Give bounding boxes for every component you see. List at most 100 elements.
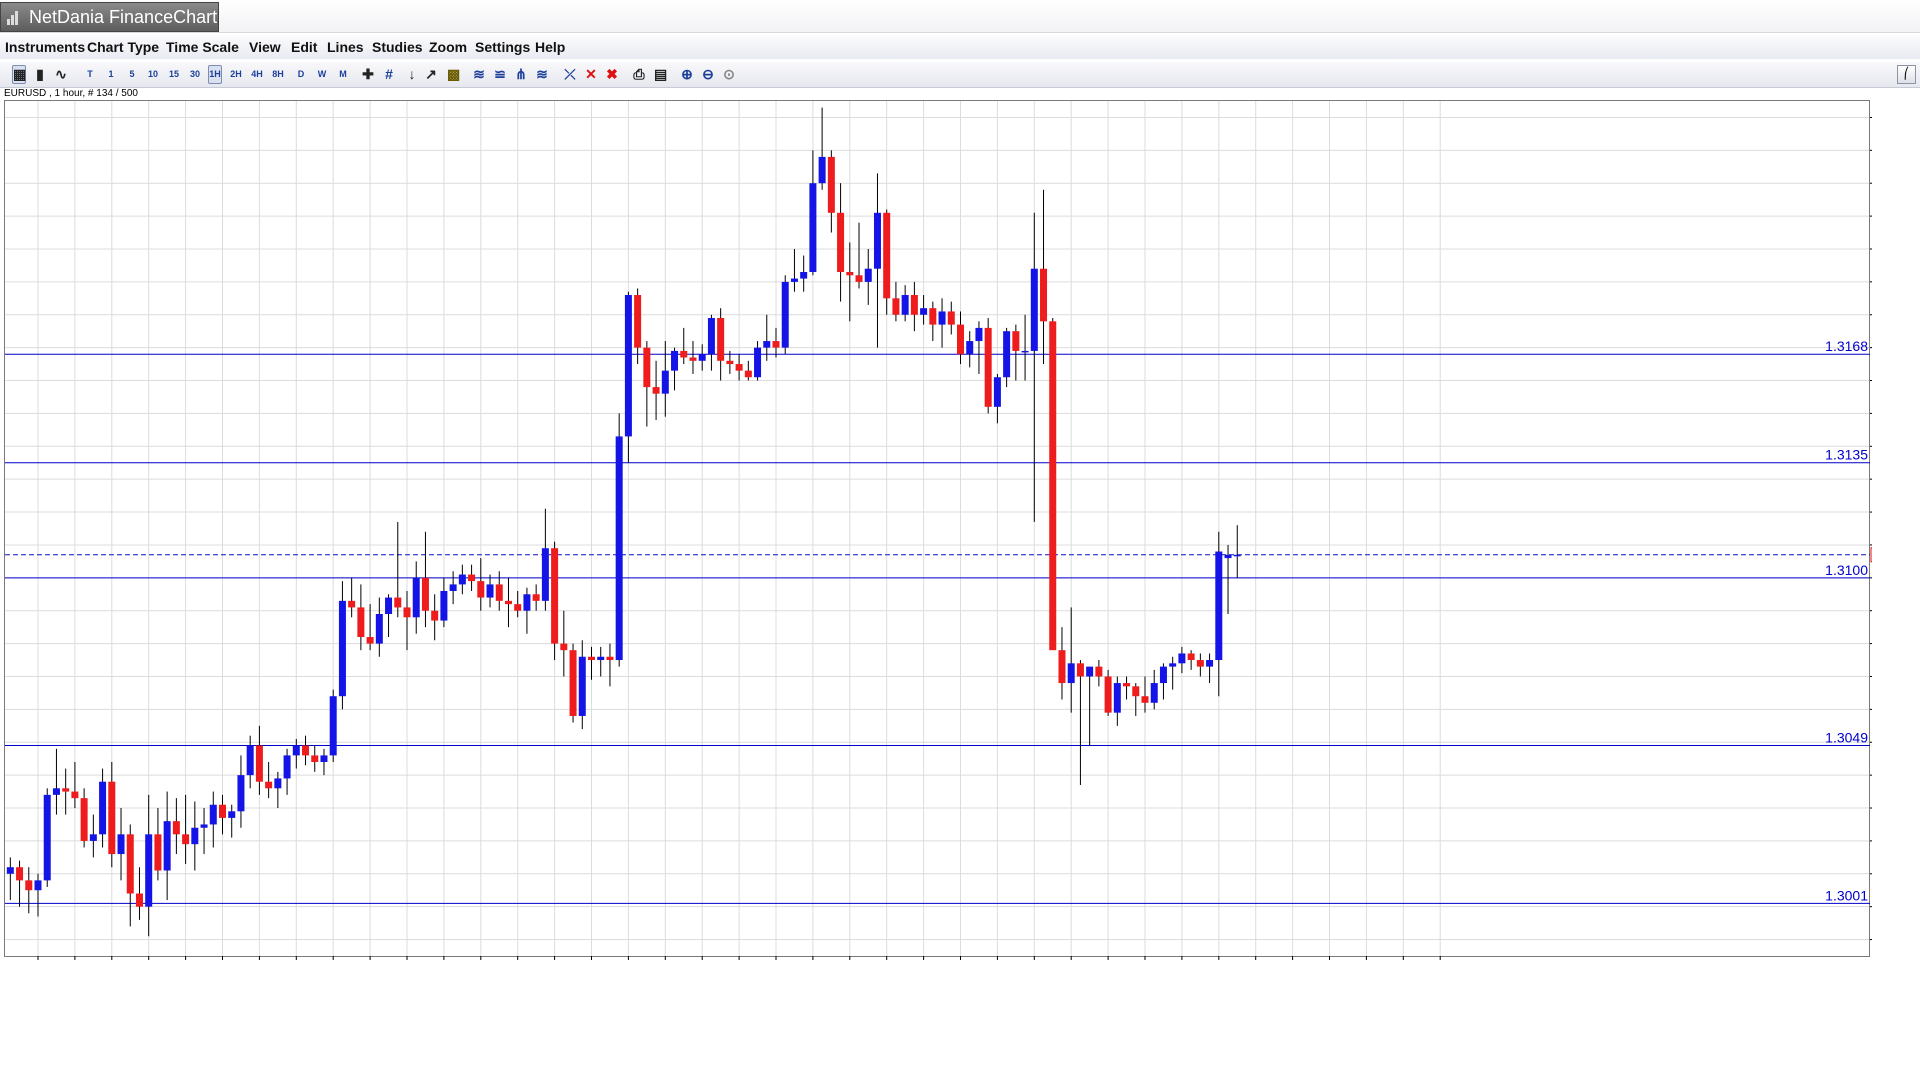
trend-line-icon[interactable]: ↗ <box>425 66 437 82</box>
zoom-in-icon[interactable]: ⊕ <box>681 66 693 82</box>
timeframe-t-button[interactable]: T <box>87 69 93 79</box>
menu-instruments[interactable]: Instruments <box>5 39 86 55</box>
candle-body-down <box>772 341 780 348</box>
candle-body-down <box>182 834 190 845</box>
bar-chart-type-icon[interactable]: ▦ <box>12 65 27 84</box>
candle-body-up <box>200 824 208 828</box>
candle-body-down <box>735 364 743 371</box>
candle-body-down <box>468 574 476 582</box>
bar-chart-logo-icon <box>7 11 21 25</box>
candle-body-down <box>680 350 688 358</box>
candle-body-up <box>920 308 928 315</box>
print-preview-icon[interactable]: ▤ <box>654 66 668 82</box>
zoom-reset-icon[interactable]: ⊙ <box>723 66 735 82</box>
timeframe-10-button[interactable]: 10 <box>147 69 158 79</box>
candle-body-down <box>495 584 503 601</box>
candle-body-up <box>754 347 762 378</box>
candle-body-down <box>1040 268 1048 322</box>
candle-body-down <box>1196 660 1204 667</box>
timeframe-m-button[interactable]: M <box>339 69 347 79</box>
menu-lines[interactable]: Lines <box>327 39 364 55</box>
timeframe-30-button[interactable]: 30 <box>189 69 200 79</box>
candle-body-down <box>929 308 937 325</box>
candle-body-down <box>551 548 559 644</box>
horizontal-level-label: 1.3100 <box>1825 562 1868 578</box>
timeframe-2h-button[interactable]: 2H <box>230 69 242 79</box>
timeframe-d-button[interactable]: D <box>297 69 305 79</box>
candle-body-down <box>634 295 642 348</box>
timeframe-15-button[interactable]: 15 <box>168 69 179 79</box>
timeframe-5-button[interactable]: 5 <box>129 69 135 79</box>
candle-body-up <box>993 377 1001 407</box>
channel-alt-icon[interactable]: ≋ <box>536 66 548 82</box>
candle-body-down <box>348 600 356 608</box>
candle-body-up <box>117 834 125 855</box>
candle-body-down <box>504 600 512 605</box>
menu-zoom[interactable]: Zoom <box>429 39 468 55</box>
candle-body-up <box>99 781 107 835</box>
candle-body-down <box>560 643 568 651</box>
menu-edit[interactable]: Edit <box>291 39 318 55</box>
candle-body-up <box>320 755 328 762</box>
menu-view[interactable]: View <box>249 39 281 55</box>
timeframe-8h-button[interactable]: 8H <box>272 69 284 79</box>
chart-area[interactable]: 1.32401.32301.32201.32101.32001.31901.31… <box>4 100 1912 990</box>
window-title-tab[interactable]: NetDania FinanceChart <box>0 2 219 32</box>
candle-body-up <box>385 597 393 614</box>
candle-body-down <box>403 607 411 618</box>
candle-body-up <box>283 755 291 779</box>
timeframe-w-button[interactable]: W <box>317 69 327 79</box>
zoom-out-icon[interactable]: ⊖ <box>702 66 714 82</box>
candle-body-up <box>873 212 881 269</box>
line-tool-icon[interactable]: ⤫ <box>564 66 576 82</box>
grid-icon[interactable]: # <box>385 66 393 82</box>
timeframe-4h-button[interactable]: 4H <box>251 69 263 79</box>
candle-body-up <box>228 811 236 818</box>
candle-body-up <box>274 778 282 789</box>
candlestick-type-icon[interactable]: ▮ <box>36 66 44 82</box>
candle-body-up <box>966 341 974 355</box>
delete-all-icon[interactable]: ✖ <box>606 66 618 82</box>
panel-toggle-icon[interactable]: ⎛ <box>1897 65 1916 84</box>
candle-body-down <box>357 607 365 638</box>
candle-body-up <box>698 354 706 361</box>
print-icon[interactable]: ⎙ <box>633 66 645 82</box>
menu-chart-type[interactable]: Chart Type <box>87 39 160 55</box>
fibonacci-icon[interactable]: ▩ <box>447 66 461 82</box>
line-type-icon[interactable]: ∿ <box>55 66 67 82</box>
crosshair-icon[interactable]: ✚ <box>362 66 374 82</box>
candle-body-down <box>689 357 697 361</box>
candle-body-down <box>1076 663 1084 677</box>
candle-body-down <box>1132 686 1140 697</box>
gann-fan-icon[interactable]: ≌ <box>494 66 506 82</box>
menu-time-scale[interactable]: Time Scale <box>166 39 239 55</box>
channel-icon[interactable]: ≋ <box>473 66 485 82</box>
timeframe-1-button[interactable]: 1 <box>108 69 114 79</box>
candle-body-up <box>1150 683 1158 703</box>
candle-body-up <box>292 745 300 756</box>
timeframe-1h-button[interactable]: 1H <box>208 65 222 84</box>
candle-body-down <box>1049 321 1057 651</box>
candle-body-up <box>1003 331 1011 378</box>
pitchfork-icon[interactable]: ⋔ <box>515 66 527 82</box>
candlestick-chart[interactable]: 1.32401.32301.32201.32101.32001.31901.31… <box>4 100 1912 990</box>
menu-help[interactable]: Help <box>535 39 566 55</box>
candle-body-down <box>302 745 310 756</box>
candle-body-down <box>366 637 374 644</box>
candle-body-down <box>172 821 180 835</box>
candle-body-down <box>265 781 273 789</box>
candle-body-up <box>329 696 337 756</box>
candle-body-up <box>901 295 909 315</box>
candle-body-down <box>947 311 955 325</box>
cursor-icon[interactable]: ↓ <box>408 66 416 82</box>
candle-body-down <box>1104 676 1112 713</box>
delete-line-icon[interactable]: ✕ <box>585 66 597 82</box>
candle-body-down <box>606 656 614 661</box>
menu-settings[interactable]: Settings <box>475 39 531 55</box>
menu-studies[interactable]: Studies <box>372 39 423 55</box>
horizontal-level-label: 1.3168 <box>1825 338 1868 354</box>
plot-border <box>4 100 1870 957</box>
candle-body-down <box>588 656 595 661</box>
candle-body-down <box>126 834 134 894</box>
candle-body-down <box>1095 666 1103 677</box>
